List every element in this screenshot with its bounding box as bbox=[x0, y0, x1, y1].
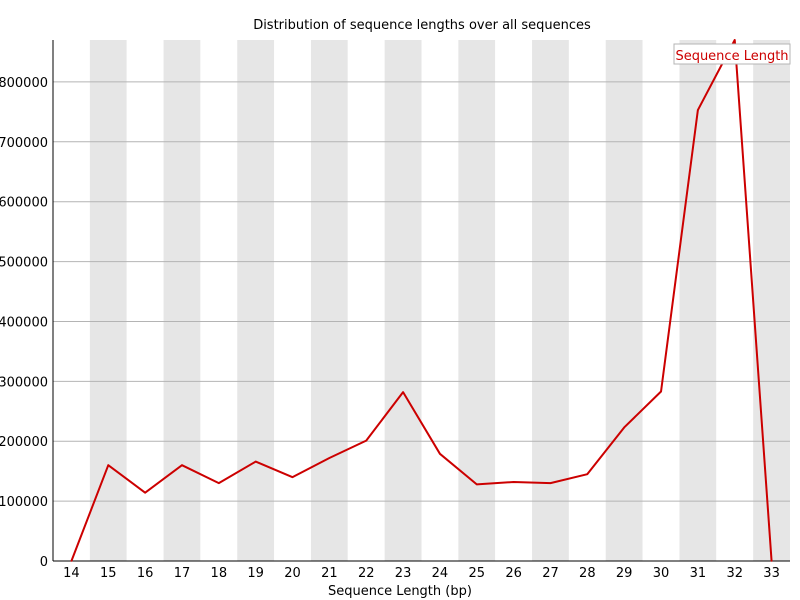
x-band-20 bbox=[274, 40, 311, 561]
x-tick-label: 18 bbox=[211, 566, 228, 581]
data-point-18 bbox=[218, 482, 220, 484]
x-tick-label: 21 bbox=[321, 566, 338, 581]
x-tick-label: 29 bbox=[616, 566, 633, 581]
y-tick-label: 500000 bbox=[0, 256, 48, 271]
y-tick-label: 300000 bbox=[0, 375, 48, 390]
y-tick-label: 600000 bbox=[0, 196, 48, 211]
x-band-33 bbox=[753, 40, 790, 561]
data-point-19 bbox=[254, 460, 257, 463]
y-tick-label: 800000 bbox=[0, 76, 48, 91]
x-band-23 bbox=[384, 40, 422, 561]
x-tick-label: 20 bbox=[284, 566, 301, 581]
y-tick-label: 200000 bbox=[0, 435, 48, 450]
data-point-16 bbox=[144, 491, 146, 494]
series-line-sequence-length bbox=[70, 39, 773, 562]
data-point-31 bbox=[697, 109, 699, 111]
x-tick-label: 27 bbox=[542, 566, 559, 581]
x-tick-label: 15 bbox=[100, 566, 117, 581]
x-axis-label: Sequence Length (bp) bbox=[328, 584, 472, 599]
data-point-15 bbox=[107, 464, 110, 466]
data-point-29 bbox=[623, 426, 625, 429]
legend-series-label: Sequence Length bbox=[675, 49, 788, 64]
x-band-28 bbox=[568, 40, 606, 561]
x-band-18 bbox=[200, 40, 238, 561]
data-point-30 bbox=[660, 390, 662, 393]
data-point-14 bbox=[70, 560, 73, 562]
x-tick-label: 14 bbox=[63, 566, 80, 581]
x-band-19 bbox=[237, 40, 275, 561]
x-tick-label: 22 bbox=[358, 566, 375, 581]
x-band-29 bbox=[605, 40, 643, 561]
x-tick-label: 23 bbox=[395, 566, 412, 581]
x-tick-label: 33 bbox=[763, 566, 780, 581]
data-point-28 bbox=[586, 473, 589, 475]
x-band-24 bbox=[421, 40, 459, 561]
data-point-24 bbox=[439, 453, 441, 455]
x-tick-label: 19 bbox=[247, 566, 264, 581]
y-tick-label: 100000 bbox=[0, 495, 48, 510]
x-band-14 bbox=[53, 40, 90, 561]
x-tick-label: 32 bbox=[726, 566, 743, 581]
plot-bands bbox=[53, 40, 790, 561]
data-point-21 bbox=[328, 457, 331, 459]
plot-grid: 0 100000 200000 300000 400000 500000 600000 700… bbox=[0, 76, 790, 570]
x-tick-label: 25 bbox=[469, 566, 486, 581]
x-tick-label: 31 bbox=[690, 566, 707, 581]
x-band-31 bbox=[679, 40, 717, 561]
data-point-32 bbox=[733, 39, 736, 41]
x-band-17 bbox=[163, 40, 201, 561]
data-point-26 bbox=[512, 481, 515, 483]
x-tick-label: 24 bbox=[432, 566, 449, 581]
plot-axes: 14 15 16 17 18 19 20 21 22 23 24 25 26 27 28 29 30 31 32 33 bbox=[52, 40, 790, 581]
x-band-26 bbox=[495, 40, 533, 561]
x-band-21 bbox=[310, 40, 348, 561]
data-point-25 bbox=[475, 483, 478, 486]
x-tick-label: 16 bbox=[137, 566, 154, 581]
x-band-32 bbox=[716, 40, 754, 561]
data-point-20 bbox=[291, 476, 294, 478]
x-tick-label: 17 bbox=[174, 566, 191, 581]
y-tick-label: 0 bbox=[40, 555, 48, 570]
x-band-27 bbox=[532, 40, 569, 561]
data-point-17 bbox=[181, 464, 183, 466]
chart-title: Distribution of sequence lengths over al… bbox=[253, 18, 591, 33]
plot-series bbox=[70, 39, 773, 562]
x-tick-label: 26 bbox=[505, 566, 522, 581]
data-point-27 bbox=[549, 482, 552, 484]
data-point-23 bbox=[402, 391, 404, 393]
data-point-22 bbox=[365, 439, 368, 442]
y-tick-label: 700000 bbox=[0, 136, 48, 151]
legend-box bbox=[673, 43, 791, 65]
x-band-22 bbox=[347, 40, 385, 561]
y-tick-label: 400000 bbox=[0, 315, 48, 330]
data-point-33 bbox=[770, 560, 773, 562]
x-band-15 bbox=[89, 40, 127, 561]
x-tick-label: 28 bbox=[579, 566, 596, 581]
plot-legend: Sequence Length bbox=[673, 43, 791, 65]
x-tick-label: 30 bbox=[653, 566, 670, 581]
x-band-16 bbox=[126, 40, 164, 561]
